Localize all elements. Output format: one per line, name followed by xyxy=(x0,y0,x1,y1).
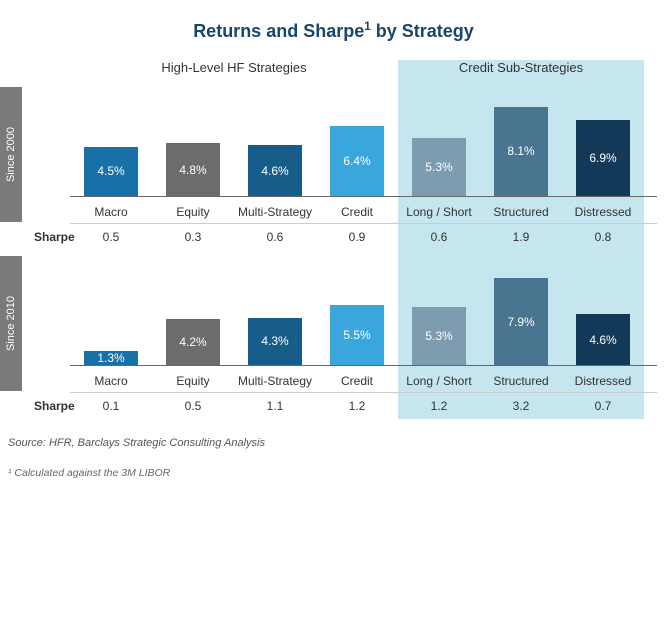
bar-cell: 5.3% xyxy=(398,307,480,365)
bar-value-label: 7.9% xyxy=(507,315,534,329)
title-pre: Returns and Sharpe xyxy=(193,21,364,41)
bar-value-label: 5.5% xyxy=(343,328,370,342)
category-label: Structured xyxy=(480,366,562,388)
bar: 4.3% xyxy=(248,318,302,365)
bar-value-label: 4.6% xyxy=(261,164,288,178)
bar-cell: 5.3% xyxy=(398,138,480,196)
bar-value-label: 5.3% xyxy=(425,160,452,174)
bar-value-label: 1.3% xyxy=(97,351,124,365)
bar-cell: 1.3% xyxy=(70,351,152,365)
bar-value-label: 4.8% xyxy=(179,163,206,177)
sharpe-value: 0.1 xyxy=(70,393,152,419)
sharpe-value: 1.2 xyxy=(398,393,480,419)
category-label: Macro xyxy=(70,197,152,219)
bar-value-label: 4.2% xyxy=(179,335,206,349)
bar-cell: 6.9% xyxy=(562,120,644,196)
bar-cell: 4.5% xyxy=(70,147,152,197)
bar-value-label: 4.6% xyxy=(589,333,616,347)
bar-cell: 4.8% xyxy=(152,143,234,196)
bar: 7.9% xyxy=(494,278,548,365)
bar-cell: 4.3% xyxy=(234,318,316,365)
bar: 1.3% xyxy=(84,351,138,365)
sharpe-value: 1.2 xyxy=(316,393,398,419)
category-label: Long / Short xyxy=(398,197,480,219)
bar-cell: 4.2% xyxy=(152,319,234,365)
bar-cell: 4.6% xyxy=(234,145,316,196)
category-label: Distressed xyxy=(562,197,644,219)
sharpe-value: 0.3 xyxy=(152,224,234,250)
bar: 6.4% xyxy=(330,126,384,196)
sharpe-title: Sharpe xyxy=(34,230,75,244)
category-label: Distressed xyxy=(562,366,644,388)
bar: 4.5% xyxy=(84,147,138,197)
category-label: Equity xyxy=(152,197,234,219)
bar-cell: 7.9% xyxy=(480,278,562,365)
bar-cell: 6.4% xyxy=(316,126,398,196)
sharpe-row: Sharpe0.50.30.60.90.61.90.8 xyxy=(70,223,657,250)
bars-row: 4.5% 4.8% 4.6% 6.4% 5.3% 8.1% 6.9% xyxy=(70,87,657,197)
sharpe-value: 0.8 xyxy=(562,224,644,250)
bar-value-label: 4.5% xyxy=(97,164,124,178)
sharpe-value: 0.5 xyxy=(152,393,234,419)
bars-row: 1.3% 4.2% 4.3% 5.5% 5.3% 7.9% 4.6% xyxy=(70,256,657,366)
sharpe-value: 3.2 xyxy=(480,393,562,419)
sharpe-value: 0.7 xyxy=(562,393,644,419)
side-label: Since 2000 xyxy=(5,127,17,182)
category-label: Multi-Strategy xyxy=(234,366,316,388)
category-label: Macro xyxy=(70,366,152,388)
chart-panel: Since 20101.3%4.2%4.3%5.5%5.3%7.9%4.6%Ma… xyxy=(40,256,657,419)
title-post: by Strategy xyxy=(371,21,474,41)
sharpe-value: 1.9 xyxy=(480,224,562,250)
bar-value-label: 4.3% xyxy=(261,334,288,348)
sharpe-value: 0.6 xyxy=(234,224,316,250)
bar: 8.1% xyxy=(494,107,548,196)
footnote-text: ¹ Calculated against the 3M LIBOR xyxy=(8,467,667,479)
category-row: MacroEquityMulti-StrategyCreditLong / Sh… xyxy=(70,366,657,388)
chart-title: Returns and Sharpe1 by Strategy xyxy=(0,20,667,42)
sharpe-value: 0.5 xyxy=(70,224,152,250)
sharpe-row: Sharpe0.10.51.11.21.23.20.7 xyxy=(70,392,657,419)
category-label: Long / Short xyxy=(398,366,480,388)
bar-value-label: 6.4% xyxy=(343,154,370,168)
bar: 4.6% xyxy=(248,145,302,196)
bar-cell: 4.6% xyxy=(562,314,644,365)
side-label: Since 2010 xyxy=(5,296,17,351)
group-header: High-Level HF Strategies xyxy=(70,60,398,75)
category-label: Equity xyxy=(152,366,234,388)
bar: 6.9% xyxy=(576,120,630,196)
sharpe-title: Sharpe xyxy=(34,399,75,413)
category-label: Credit xyxy=(316,366,398,388)
chart-panel: Since 20004.5%4.8%4.6%6.4%5.3%8.1%6.9%Ma… xyxy=(40,87,657,250)
category-label: Credit xyxy=(316,197,398,219)
side-label-wrap: Since 2000 xyxy=(0,87,22,222)
sharpe-value: 0.6 xyxy=(398,224,480,250)
bar-value-label: 6.9% xyxy=(589,151,616,165)
bar: 4.2% xyxy=(166,319,220,365)
bar: 5.5% xyxy=(330,305,384,366)
bar-cell: 5.5% xyxy=(316,305,398,366)
category-row: MacroEquityMulti-StrategyCreditLong / Sh… xyxy=(70,197,657,219)
bar-cell: 8.1% xyxy=(480,107,562,196)
side-label-wrap: Since 2010 xyxy=(0,256,22,391)
group-headers: High-Level HF StrategiesCredit Sub-Strat… xyxy=(70,60,657,75)
chart-area: High-Level HF StrategiesCredit Sub-Strat… xyxy=(40,60,657,419)
sharpe-value: 0.9 xyxy=(316,224,398,250)
sharpe-value: 1.1 xyxy=(234,393,316,419)
bar: 4.8% xyxy=(166,143,220,196)
source-text: Source: HFR, Barclays Strategic Consulti… xyxy=(8,437,667,449)
bar: 5.3% xyxy=(412,307,466,365)
category-label: Structured xyxy=(480,197,562,219)
bar-value-label: 5.3% xyxy=(425,329,452,343)
bar: 5.3% xyxy=(412,138,466,196)
bar: 4.6% xyxy=(576,314,630,365)
category-label: Multi-Strategy xyxy=(234,197,316,219)
group-header: Credit Sub-Strategies xyxy=(398,60,644,75)
bar-value-label: 8.1% xyxy=(507,144,534,158)
